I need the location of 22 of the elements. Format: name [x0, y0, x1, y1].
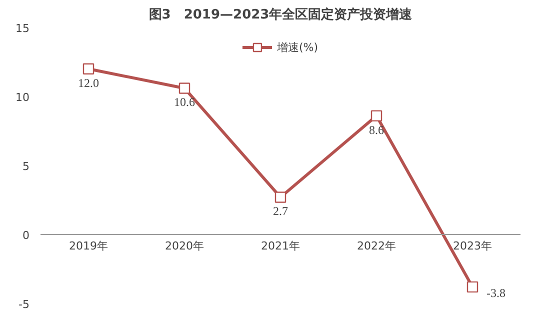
data-label: -3.8 [486, 286, 506, 300]
x-tick-label: 2021年 [261, 240, 300, 252]
x-tick-label: 2019年 [69, 240, 108, 252]
point [466, 281, 478, 293]
x-tick-label: 2020年 [165, 240, 204, 252]
y-tick-label: 5 [22, 160, 30, 173]
chart-title: 图3 2019—2023年全区固定资产投资增速 [148, 6, 414, 22]
point [178, 82, 190, 94]
data-label: 12.0 [78, 76, 99, 90]
y-tick-label: 10 [16, 91, 30, 104]
data-label: 2.7 [273, 204, 288, 218]
data-label: 8.6 [369, 122, 384, 137]
data-label: 10.6 [174, 95, 195, 110]
x-tick-label: 2022年 [357, 240, 396, 252]
legend-label: 增速(%) [276, 40, 318, 54]
y-tick-label: 0 [22, 229, 30, 242]
point [82, 63, 94, 74]
y-tick-label: -5 [18, 298, 30, 311]
x-tick-label: 2023年 [453, 240, 492, 252]
point [370, 110, 382, 122]
y-tick-label: 15 [16, 22, 30, 35]
point [274, 192, 286, 203]
